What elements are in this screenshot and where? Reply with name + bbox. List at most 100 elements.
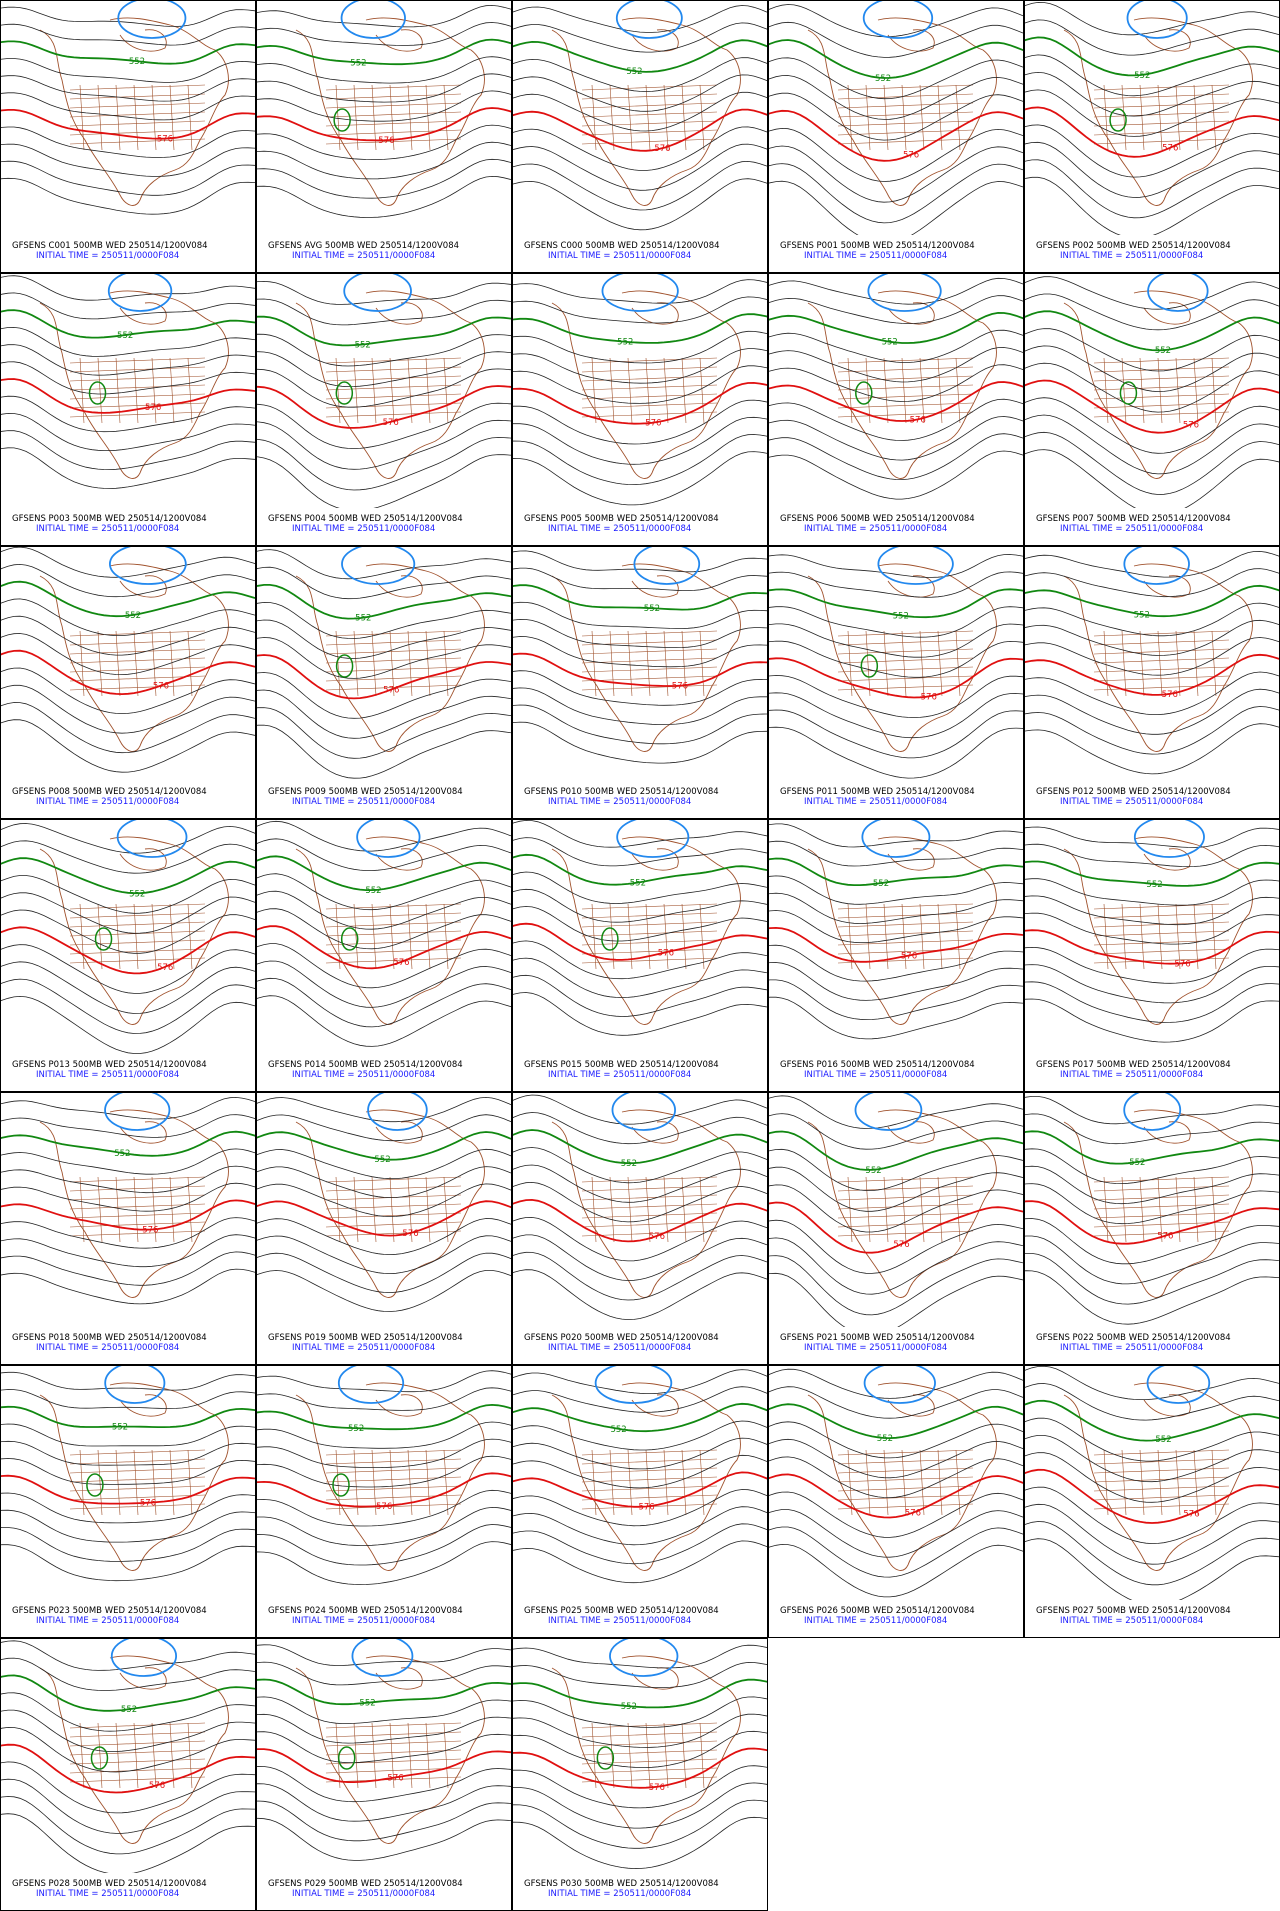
contour — [0, 447, 256, 489]
contour-label: 576 — [893, 1240, 909, 1250]
contour — [768, 145, 1024, 203]
contour — [256, 4, 512, 28]
panel-caption: GFSENS P015 500MB WED 250514/1200V084 — [524, 1060, 719, 1070]
state-line — [443, 1722, 449, 1789]
coastline — [1063, 17, 1253, 206]
panel-border — [0, 819, 256, 1092]
contour — [256, 689, 512, 739]
map-panel: 552 576 GFSENS P011 500MB WED 250514/1200V… — [768, 546, 1024, 819]
state-line — [883, 903, 889, 970]
contour — [1024, 1165, 1280, 1205]
contour-label: 552 — [117, 331, 133, 341]
map-panel: 552 576 GFSENS P002 500MB WED 250514/1200V… — [1024, 0, 1280, 273]
closed-contour — [1109, 108, 1127, 132]
panel-border — [256, 819, 512, 1092]
closed-contour — [86, 1473, 104, 1497]
contour — [256, 141, 512, 180]
state-line — [371, 903, 377, 970]
state-line — [151, 630, 157, 697]
state-line — [1093, 630, 1230, 637]
contour-576 — [0, 109, 256, 140]
contour — [768, 979, 1024, 1021]
contour-label: 552 — [617, 338, 633, 348]
contour — [512, 992, 768, 1036]
contour — [512, 451, 768, 506]
state-line — [837, 666, 974, 673]
contour — [0, 546, 256, 578]
contour — [512, 871, 768, 904]
state-line — [1211, 357, 1217, 424]
contour — [768, 1184, 1024, 1233]
contour — [0, 823, 256, 854]
contour — [1024, 998, 1280, 1043]
initial-time: INITIAL TIME = 250511/0000F084 — [548, 1889, 691, 1899]
contour — [768, 944, 1024, 982]
initial-time: INITIAL TIME = 250511/0000F084 — [548, 251, 691, 261]
state-line — [837, 120, 974, 127]
state-line — [1093, 657, 1230, 664]
contour — [256, 1370, 512, 1393]
contour — [0, 1527, 256, 1562]
closed-contour — [94, 927, 113, 951]
contour — [256, 619, 512, 659]
state-line — [955, 357, 961, 424]
state-line — [353, 630, 359, 697]
contour — [256, 158, 512, 199]
contour — [768, 709, 1024, 759]
panel-plot: 552 576 — [256, 1365, 512, 1586]
contour-576 — [512, 1471, 768, 1508]
contour-label: 576 — [149, 1781, 165, 1791]
low-contour — [1147, 273, 1209, 312]
state-line — [353, 1449, 359, 1516]
contour — [512, 1816, 768, 1870]
map-panel: 552 576 GFSENS P012 500MB WED 250514/1200V… — [1024, 546, 1280, 819]
contour — [256, 820, 512, 852]
contour — [768, 571, 1024, 598]
contour — [768, 127, 1024, 182]
map-panel: 552 576 GFSENS C001 500MB WED 250514/1200V… — [0, 0, 256, 273]
state-line — [1193, 357, 1199, 424]
state-line — [581, 1467, 718, 1474]
contour — [0, 1458, 256, 1485]
state-line — [187, 84, 193, 151]
state-line — [837, 1467, 974, 1474]
state-line — [325, 1230, 462, 1237]
state-line — [837, 1503, 974, 1510]
initial-time: INITIAL TIME = 250511/0000F084 — [36, 1616, 179, 1626]
contour-552 — [512, 313, 768, 344]
contour — [512, 1661, 768, 1688]
low-contour — [109, 546, 187, 585]
coastline — [807, 1109, 997, 1298]
state-line — [1175, 630, 1181, 697]
panel-border — [1024, 1092, 1280, 1365]
state-line — [919, 1449, 925, 1516]
coastline — [295, 1382, 485, 1571]
initial-time: INITIAL TIME = 250511/0000F084 — [36, 251, 179, 261]
contour-label: 576 — [145, 403, 161, 413]
state-line — [627, 1449, 633, 1516]
state-line — [837, 921, 974, 928]
state-line — [325, 1185, 462, 1192]
contour — [256, 977, 512, 1028]
state-line — [627, 903, 633, 970]
contour — [0, 1709, 256, 1752]
contour — [768, 823, 1024, 848]
state-line — [901, 84, 907, 151]
contour — [0, 1148, 256, 1175]
coastline — [1143, 1394, 1191, 1417]
contour — [512, 160, 768, 211]
contour-label: 576 — [1162, 144, 1178, 154]
state-line — [865, 903, 871, 970]
state-line — [837, 384, 974, 391]
state-line — [581, 375, 718, 382]
state-line — [937, 84, 943, 151]
contour — [0, 875, 256, 914]
coastline — [631, 302, 679, 325]
state-line — [1193, 84, 1199, 151]
map-panel: 552 576 GFSENS P003 500MB WED 250514/1200V… — [0, 273, 256, 546]
state-line — [389, 630, 395, 697]
contour — [256, 890, 512, 930]
state-line — [663, 84, 669, 151]
panel-border — [768, 819, 1024, 1092]
contour — [512, 687, 768, 725]
